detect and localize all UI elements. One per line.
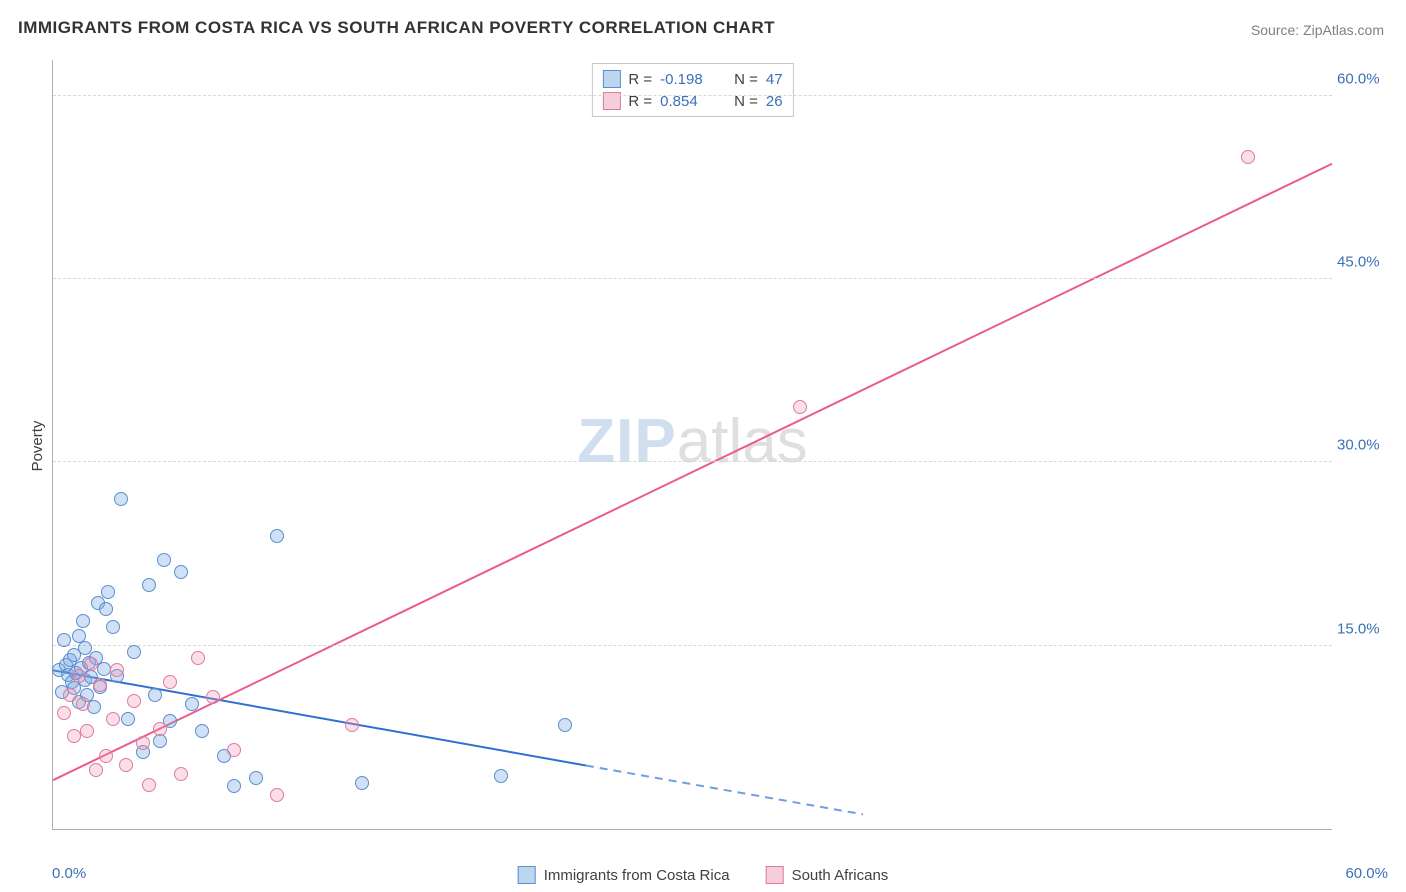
legend-item-costa-rica: Immigrants from Costa Rica bbox=[518, 866, 730, 884]
data-point bbox=[127, 645, 141, 659]
legend-row-south-africa: R = 0.854 N = 26 bbox=[602, 90, 782, 112]
data-point bbox=[127, 694, 141, 708]
data-point bbox=[119, 758, 133, 772]
n-value-costa-rica: 47 bbox=[766, 71, 783, 88]
x-tick-max: 60.0% bbox=[1345, 865, 1388, 882]
x-tick-min: 0.0% bbox=[52, 865, 86, 882]
data-point bbox=[99, 749, 113, 763]
plot-area: ZIPatlas R = -0.198 N = 47 R = 0.854 N =… bbox=[52, 60, 1332, 830]
data-point bbox=[89, 763, 103, 777]
data-point bbox=[153, 722, 167, 736]
gridline bbox=[53, 645, 1332, 646]
data-point bbox=[494, 769, 508, 783]
legend-label-costa-rica: Immigrants from Costa Rica bbox=[544, 867, 730, 884]
data-point bbox=[191, 651, 205, 665]
data-point bbox=[227, 743, 241, 757]
legend-stats: R = -0.198 N = 47 R = 0.854 N = 26 bbox=[591, 63, 793, 117]
data-point bbox=[121, 712, 135, 726]
data-point bbox=[63, 688, 77, 702]
data-point bbox=[174, 565, 188, 579]
swatch-costa-rica-icon bbox=[518, 866, 536, 884]
data-point bbox=[1241, 150, 1255, 164]
swatch-south-africa-icon bbox=[766, 866, 784, 884]
data-point bbox=[153, 734, 167, 748]
data-point bbox=[142, 778, 156, 792]
data-point bbox=[355, 776, 369, 790]
r-label: R = bbox=[628, 71, 652, 88]
data-point bbox=[195, 724, 209, 738]
legend-row-costa-rica: R = -0.198 N = 47 bbox=[602, 68, 782, 90]
gridline bbox=[53, 278, 1332, 279]
trend-line bbox=[53, 164, 1332, 780]
data-point bbox=[227, 779, 241, 793]
data-point bbox=[249, 771, 263, 785]
chart-container: IMMIGRANTS FROM COSTA RICA VS SOUTH AFRI… bbox=[0, 0, 1406, 892]
data-point bbox=[148, 688, 162, 702]
n-label: N = bbox=[734, 71, 758, 88]
data-point bbox=[163, 675, 177, 689]
data-point bbox=[57, 633, 71, 647]
data-point bbox=[270, 788, 284, 802]
gridline bbox=[53, 95, 1332, 96]
data-point bbox=[93, 678, 107, 692]
trend-lines bbox=[53, 60, 1332, 829]
data-point bbox=[174, 767, 188, 781]
chart-title: IMMIGRANTS FROM COSTA RICA VS SOUTH AFRI… bbox=[18, 18, 775, 38]
data-point bbox=[76, 614, 90, 628]
data-point bbox=[142, 578, 156, 592]
data-point bbox=[80, 724, 94, 738]
data-point bbox=[76, 697, 90, 711]
data-point bbox=[558, 718, 572, 732]
data-point bbox=[84, 657, 98, 671]
y-tick-label: 30.0% bbox=[1337, 437, 1392, 454]
data-point bbox=[206, 690, 220, 704]
gridline bbox=[53, 461, 1332, 462]
y-tick-label: 45.0% bbox=[1337, 254, 1392, 271]
data-point bbox=[72, 669, 86, 683]
data-point bbox=[136, 736, 150, 750]
swatch-costa-rica-icon bbox=[602, 70, 620, 88]
data-point bbox=[270, 529, 284, 543]
data-point bbox=[110, 663, 124, 677]
data-point bbox=[114, 492, 128, 506]
legend-item-south-africa: South Africans bbox=[766, 866, 889, 884]
data-point bbox=[345, 718, 359, 732]
data-point bbox=[106, 712, 120, 726]
data-point bbox=[793, 400, 807, 414]
r-value-costa-rica: -0.198 bbox=[660, 71, 720, 88]
source-label: Source: ZipAtlas.com bbox=[1251, 22, 1384, 38]
y-tick-label: 60.0% bbox=[1337, 70, 1392, 87]
data-point bbox=[106, 620, 120, 634]
data-point bbox=[185, 697, 199, 711]
legend-series: Immigrants from Costa Rica South African… bbox=[518, 866, 889, 884]
data-point bbox=[57, 706, 71, 720]
trend-line-dashed bbox=[586, 766, 863, 815]
y-tick-label: 15.0% bbox=[1337, 620, 1392, 637]
data-point bbox=[157, 553, 171, 567]
y-axis-label: Poverty bbox=[29, 421, 46, 472]
legend-label-south-africa: South Africans bbox=[792, 867, 889, 884]
data-point bbox=[99, 602, 113, 616]
data-point bbox=[101, 585, 115, 599]
